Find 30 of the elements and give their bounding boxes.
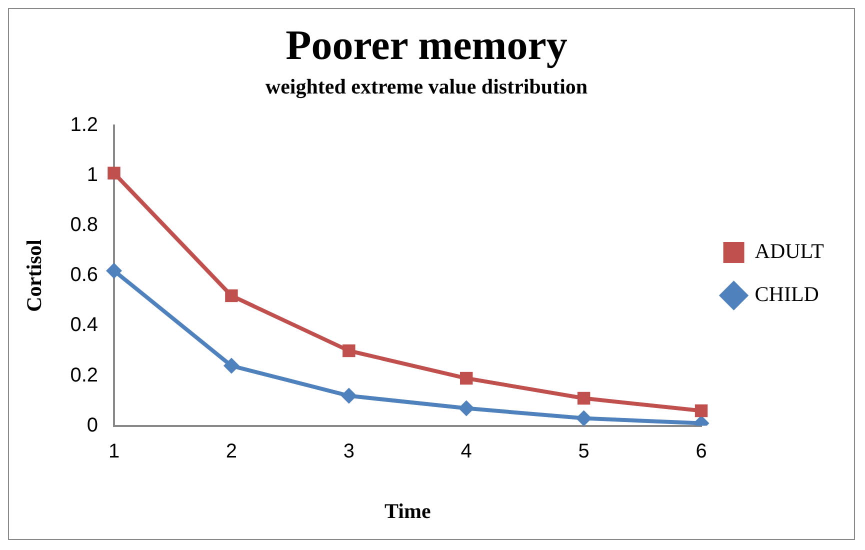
x-tick-label: 2 bbox=[226, 440, 238, 462]
point bbox=[340, 388, 357, 404]
chart-title: Poorer memory bbox=[286, 23, 568, 70]
point bbox=[458, 400, 474, 416]
legend-label: CHILD bbox=[754, 282, 819, 306]
point bbox=[577, 392, 590, 405]
x-axis-title: Time bbox=[384, 498, 431, 523]
x-tick-label: 4 bbox=[460, 440, 472, 462]
x-tick-label: 3 bbox=[343, 440, 354, 462]
y-tick-label: 0.8 bbox=[70, 214, 98, 236]
y-tick-label: 1 bbox=[86, 164, 98, 186]
y-tick-label: 0 bbox=[86, 414, 98, 436]
point bbox=[108, 166, 120, 180]
point bbox=[225, 289, 238, 302]
point bbox=[106, 262, 122, 279]
x-tick-label: 1 bbox=[108, 440, 120, 462]
point bbox=[576, 410, 592, 426]
legend-label: ADULT bbox=[754, 239, 824, 264]
y-tick-label: 0.6 bbox=[70, 264, 98, 286]
point bbox=[342, 344, 356, 358]
point bbox=[223, 358, 240, 374]
y-tick-label: 0.2 bbox=[70, 364, 98, 386]
point bbox=[460, 372, 473, 385]
point bbox=[694, 404, 708, 418]
x-tick-label: 5 bbox=[578, 440, 590, 462]
y-tick-label: 0.4 bbox=[70, 314, 98, 336]
chart-subtitle: weighted extreme value distribution bbox=[265, 74, 588, 98]
x-tick-label: 6 bbox=[696, 440, 707, 462]
y-axis-title: Cortisol bbox=[22, 239, 46, 312]
y-tick-label: 1.2 bbox=[70, 114, 98, 136]
